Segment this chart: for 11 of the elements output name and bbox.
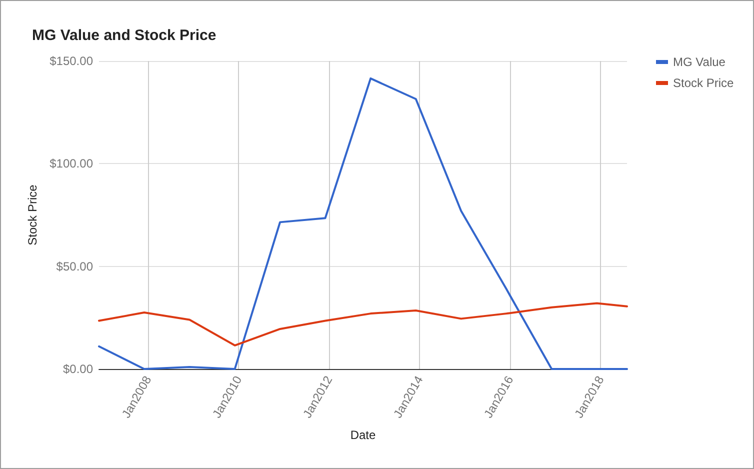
y-tick-label: $50.00	[56, 259, 94, 274]
legend-label: Stock Price	[673, 76, 734, 90]
line-series	[98, 302, 628, 346]
y-tick-label: $150.00	[50, 54, 94, 68]
y-tick-label: $0.00	[62, 362, 94, 376]
y-tick-label: $100.00	[50, 156, 94, 171]
line-series	[98, 77, 628, 370]
x-axis-title: Date	[350, 428, 376, 442]
y-axis-title: Stock Price	[26, 184, 40, 246]
chart-title: MG Value and Stock Price	[32, 27, 216, 44]
legend-label: MG Value	[673, 55, 726, 69]
